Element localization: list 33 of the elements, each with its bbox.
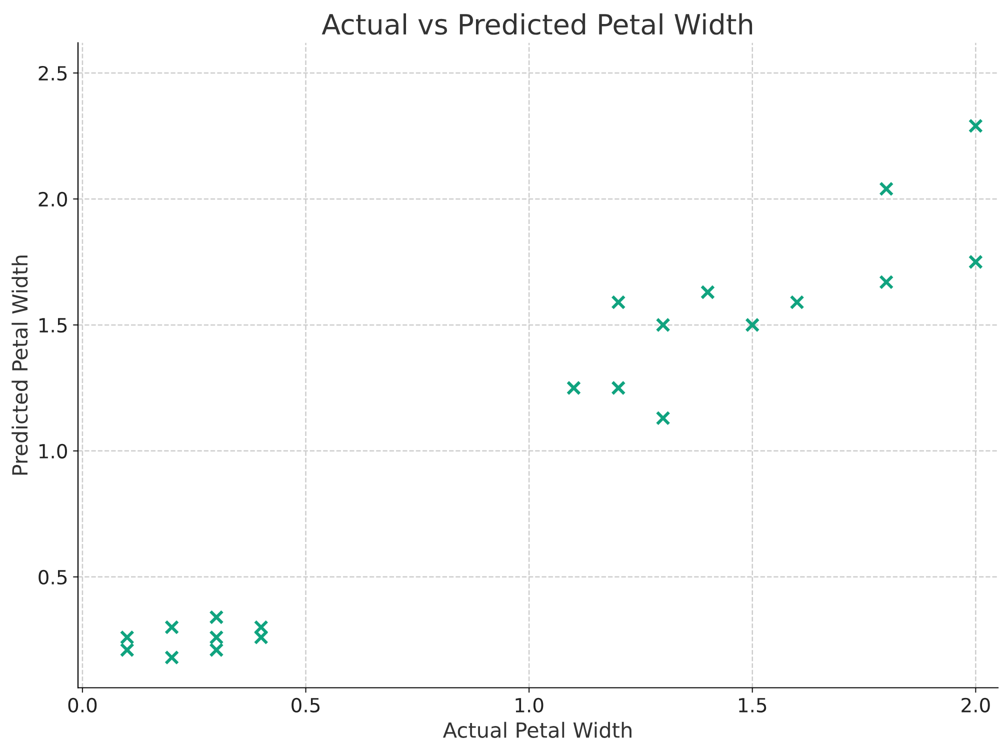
- y-tick-label: 2.5: [38, 66, 67, 81]
- point: [968, 254, 984, 270]
- point: [209, 642, 224, 658]
- x-axis-title: Actual Petal Width: [442, 722, 632, 738]
- point: [254, 630, 268, 645]
- point: [656, 410, 670, 426]
- point: [745, 318, 760, 332]
- point: [120, 642, 134, 658]
- point: [164, 650, 180, 665]
- point: [611, 294, 626, 310]
- point: [790, 294, 804, 310]
- y-axis-title: Predicted Petal Width: [12, 256, 28, 475]
- chart-title: Actual vs Predicted Petal Width: [322, 13, 752, 35]
- x-tick-label: 1.5: [739, 698, 766, 713]
- point: [879, 274, 894, 290]
- x-tick-label: 0.0: [68, 698, 97, 713]
- point: [566, 380, 582, 396]
- x-tick-label: 1.0: [516, 698, 544, 713]
- y-tick-label: 1.5: [39, 318, 67, 333]
- point: [164, 620, 180, 635]
- point: [879, 182, 894, 196]
- point: [120, 630, 134, 645]
- point: [209, 610, 224, 625]
- point: [209, 630, 224, 645]
- point: [700, 284, 716, 300]
- y-tick-label: 2.0: [38, 192, 67, 207]
- point: [656, 318, 670, 332]
- y-tick-label: 0.5: [38, 570, 67, 585]
- x-tick-label: 2.0: [962, 698, 990, 713]
- point: [611, 380, 626, 396]
- x-tick-label: 0.5: [292, 698, 320, 713]
- y-tick-label: 1.0: [39, 444, 67, 459]
- point: [968, 118, 984, 134]
